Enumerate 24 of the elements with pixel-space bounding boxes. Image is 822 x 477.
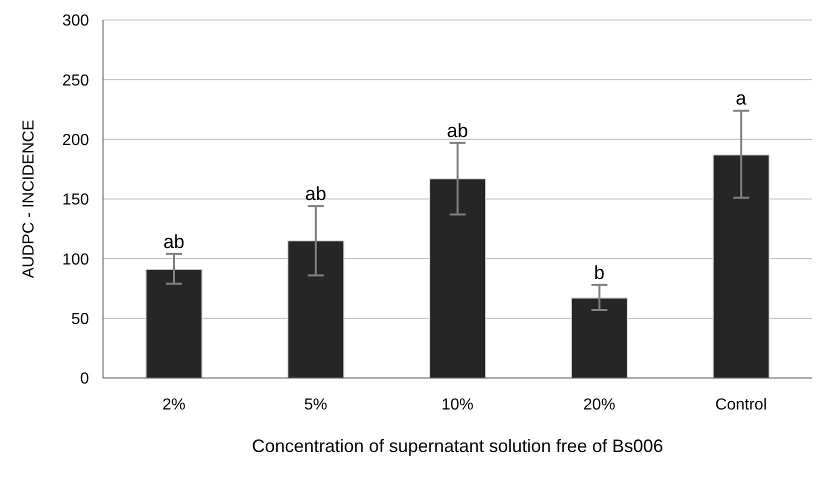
annotation: a xyxy=(736,88,747,110)
y-axis-title: AUDPC - INCIDENCE xyxy=(20,120,38,278)
bar xyxy=(146,268,202,378)
annotation: b xyxy=(594,262,605,284)
annotation: ab xyxy=(446,120,468,142)
x-tick-label: 10% xyxy=(441,396,474,414)
x-tick-label: 5% xyxy=(304,396,328,414)
y-tick-label: 200 xyxy=(62,132,90,150)
bar xyxy=(429,178,486,378)
bar xyxy=(570,298,628,378)
bar xyxy=(712,154,770,378)
x-tick-label: Control xyxy=(715,396,767,414)
y-tick-label: 50 xyxy=(71,311,90,328)
annotation: ab xyxy=(305,184,326,206)
bar xyxy=(287,240,344,378)
x-tick-label: 2% xyxy=(162,396,186,414)
y-tick-label: 0 xyxy=(80,370,90,388)
y-tick-label: 150 xyxy=(62,192,90,209)
annotation: ab xyxy=(163,232,184,253)
y-tick-label: 300 xyxy=(62,12,90,30)
x-axis-title: Concentration of supernatant solution free of Bs006 xyxy=(252,436,664,456)
y-tick-label: 100 xyxy=(62,251,90,268)
x-tick-label: 20% xyxy=(583,396,616,414)
y-tick-label: 250 xyxy=(62,72,90,90)
